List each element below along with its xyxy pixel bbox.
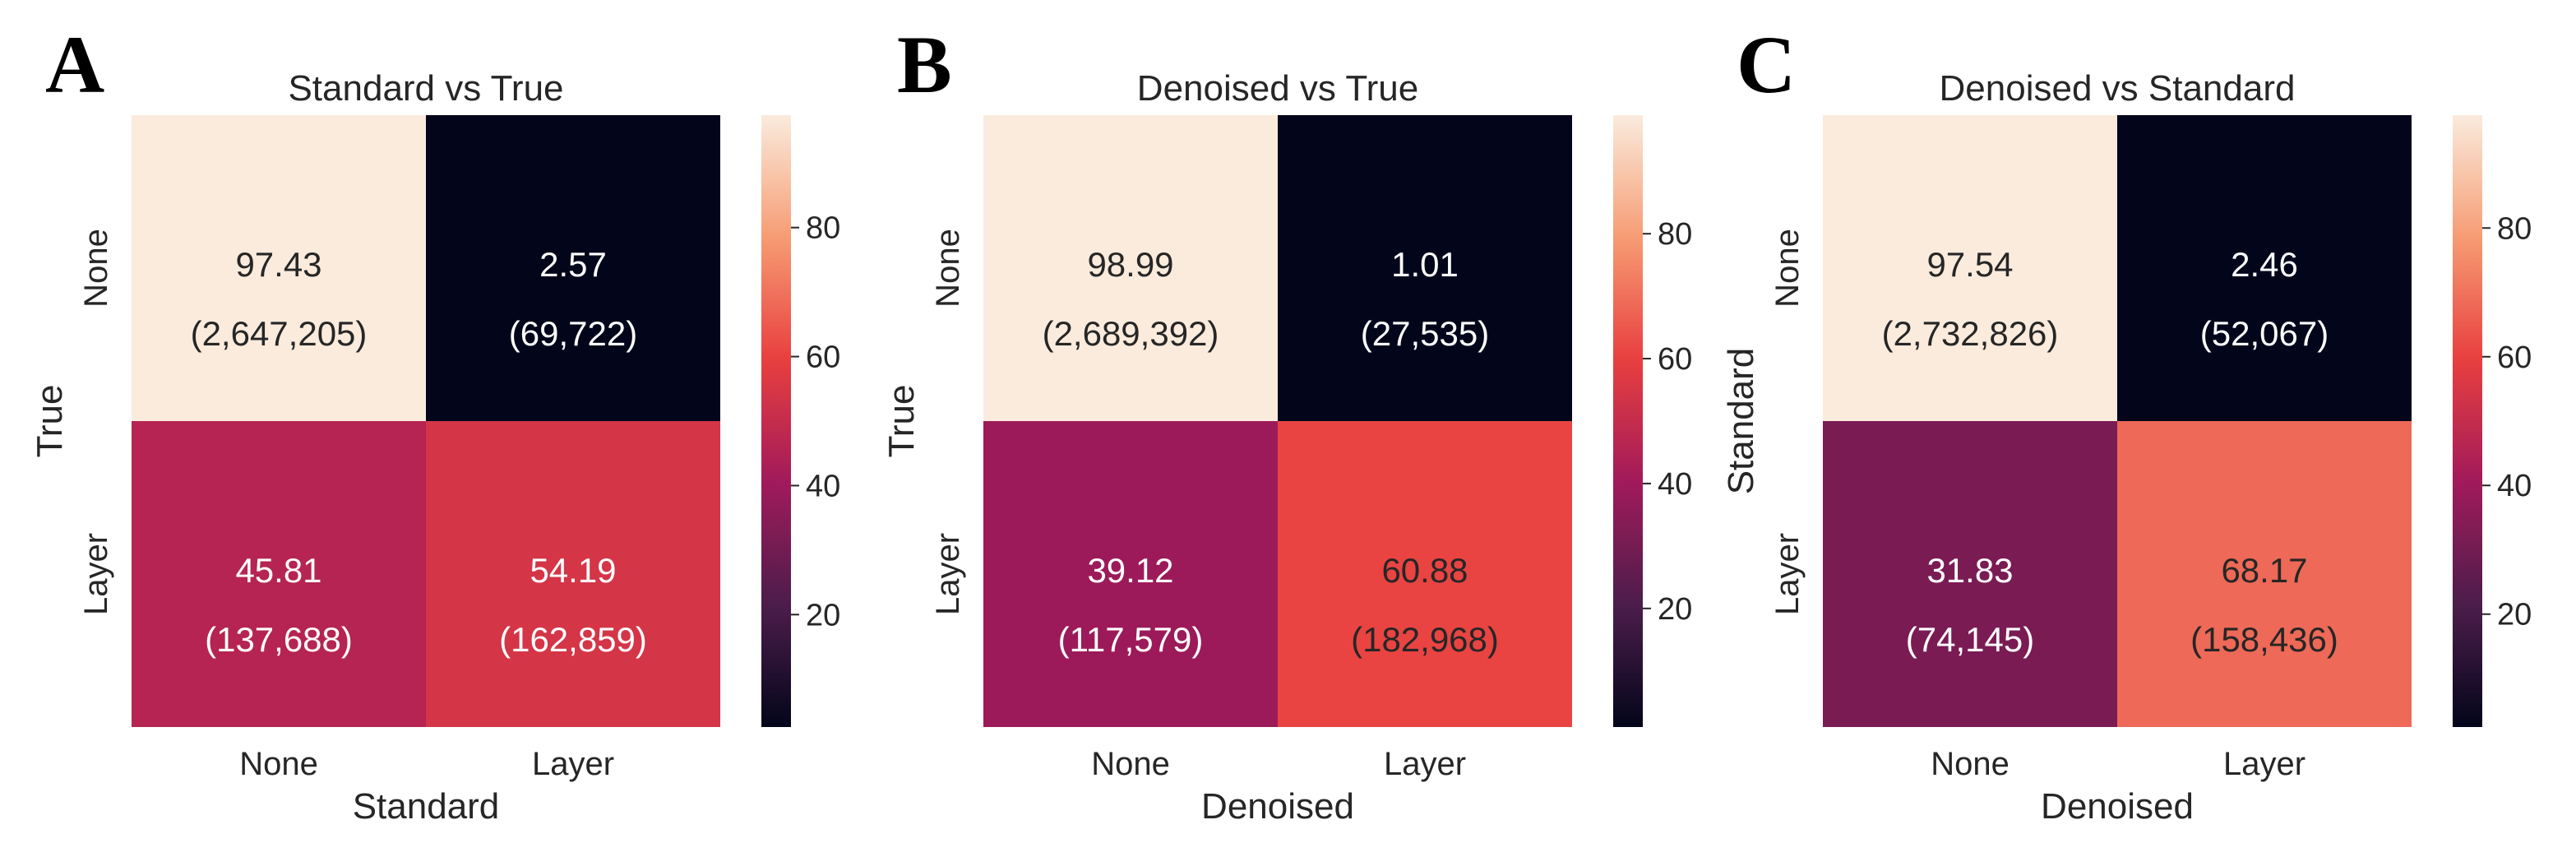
panel-letter: A	[45, 19, 104, 110]
cell-value-label: 2.46	[2231, 245, 2298, 284]
chart-title: Denoised vs Standard	[1940, 68, 2296, 109]
heatmap-cell	[132, 421, 426, 727]
cell-count-label: (182,968)	[1351, 620, 1499, 659]
y-tick-label: None	[930, 229, 966, 308]
heatmap-cell	[983, 421, 1278, 727]
colorbar-tick-label: 80	[2497, 211, 2532, 246]
panel-letter: B	[897, 19, 952, 110]
x-tick-label: Layer	[532, 746, 614, 782]
colorbar-tick-label: 20	[1658, 592, 1692, 627]
heatmap-cell	[1278, 115, 1572, 421]
colorbar-tick-label: 40	[2497, 469, 2532, 503]
x-tick-label: Layer	[2223, 746, 2305, 782]
x-axis-label: Denoised	[2041, 786, 2194, 827]
colorbar	[1613, 115, 1643, 727]
colorbar	[2453, 115, 2482, 727]
heatmap-cell	[132, 115, 426, 421]
cell-value-label: 45.81	[235, 551, 321, 590]
heatmap-panel-a: A Standard vs True 97.43 (2,647,205) 2.57 (69…	[30, 19, 840, 827]
heatmap-cell	[1278, 421, 1572, 727]
colorbar-tick-label: 40	[1658, 467, 1692, 502]
heatmap-cell	[426, 115, 720, 421]
cell-value-label: 97.54	[1926, 245, 2013, 284]
colorbar-tick-label: 60	[2497, 340, 2532, 375]
heatmap-panel-c: C Denoised vs Standard 97.54 (2,732,826) 2.4…	[1721, 19, 2532, 827]
cell-count-label: (27,535)	[1361, 314, 1489, 353]
cell-value-label: 68.17	[2221, 551, 2307, 590]
colorbar-tick-label: 80	[806, 211, 840, 246]
colorbar-tick-label: 20	[806, 598, 840, 632]
cell-value-label: 39.12	[1087, 551, 1173, 590]
cell-value-label: 54.19	[530, 551, 616, 590]
cell-value-label: 98.99	[1087, 245, 1173, 284]
colorbar	[761, 115, 791, 727]
x-tick-label: None	[1091, 746, 1170, 782]
chart-title: Denoised vs True	[1137, 68, 1418, 109]
colorbar-tick-label: 20	[2497, 598, 2532, 632]
heatmap-cell	[2117, 115, 2412, 421]
heatmap-cell	[426, 421, 720, 727]
cell-count-label: (2,732,826)	[1882, 314, 2059, 353]
cell-count-label: (2,689,392)	[1043, 314, 1219, 353]
x-tick-label: Layer	[1384, 746, 1466, 782]
y-tick-label: Layer	[930, 533, 966, 615]
cell-count-label: (69,722)	[509, 314, 637, 353]
panel-letter: C	[1737, 19, 1796, 110]
cell-value-label: 97.43	[235, 245, 321, 284]
y-tick-label: None	[1769, 229, 1806, 308]
heatmap-cell	[1823, 421, 2117, 727]
chart-title: Standard vs True	[288, 68, 563, 109]
cell-count-label: (52,067)	[2200, 314, 2329, 353]
cell-count-label: (117,579)	[1058, 620, 1204, 659]
colorbar-tick-label: 80	[1658, 217, 1692, 252]
x-tick-label: None	[1931, 746, 2009, 782]
cell-count-label: (137,688)	[205, 620, 353, 659]
cell-count-label: (162,859)	[499, 620, 647, 659]
cell-count-label: (2,647,205)	[191, 314, 368, 353]
cell-value-label: 31.83	[1926, 551, 2013, 590]
y-axis-label: Standard	[1721, 348, 1761, 495]
heatmap-panel-b: B Denoised vs True 98.99 (2,689,392) 1.01 (27…	[881, 19, 1692, 827]
cell-value-label: 60.88	[1381, 551, 1468, 590]
colorbar-tick-label: 40	[806, 469, 840, 503]
y-tick-label: None	[78, 229, 114, 308]
heatmap-cell	[983, 115, 1278, 421]
y-axis-label: True	[30, 385, 70, 458]
cell-count-label: (74,145)	[1906, 620, 2034, 659]
y-axis-label: True	[881, 385, 922, 458]
heatmap-cell	[1823, 115, 2117, 421]
y-tick-label: Layer	[1769, 533, 1806, 615]
heatmap-cell	[2117, 421, 2412, 727]
colorbar-tick-label: 60	[806, 340, 840, 375]
x-tick-label: None	[239, 746, 318, 782]
cell-value-label: 1.01	[1391, 245, 1459, 284]
cell-count-label: (158,436)	[2190, 620, 2338, 659]
cell-value-label: 2.57	[539, 245, 607, 284]
x-axis-label: Denoised	[1201, 786, 1354, 827]
y-tick-label: Layer	[78, 533, 114, 615]
colorbar-tick-label: 60	[1658, 342, 1692, 377]
x-axis-label: Standard	[353, 786, 500, 827]
